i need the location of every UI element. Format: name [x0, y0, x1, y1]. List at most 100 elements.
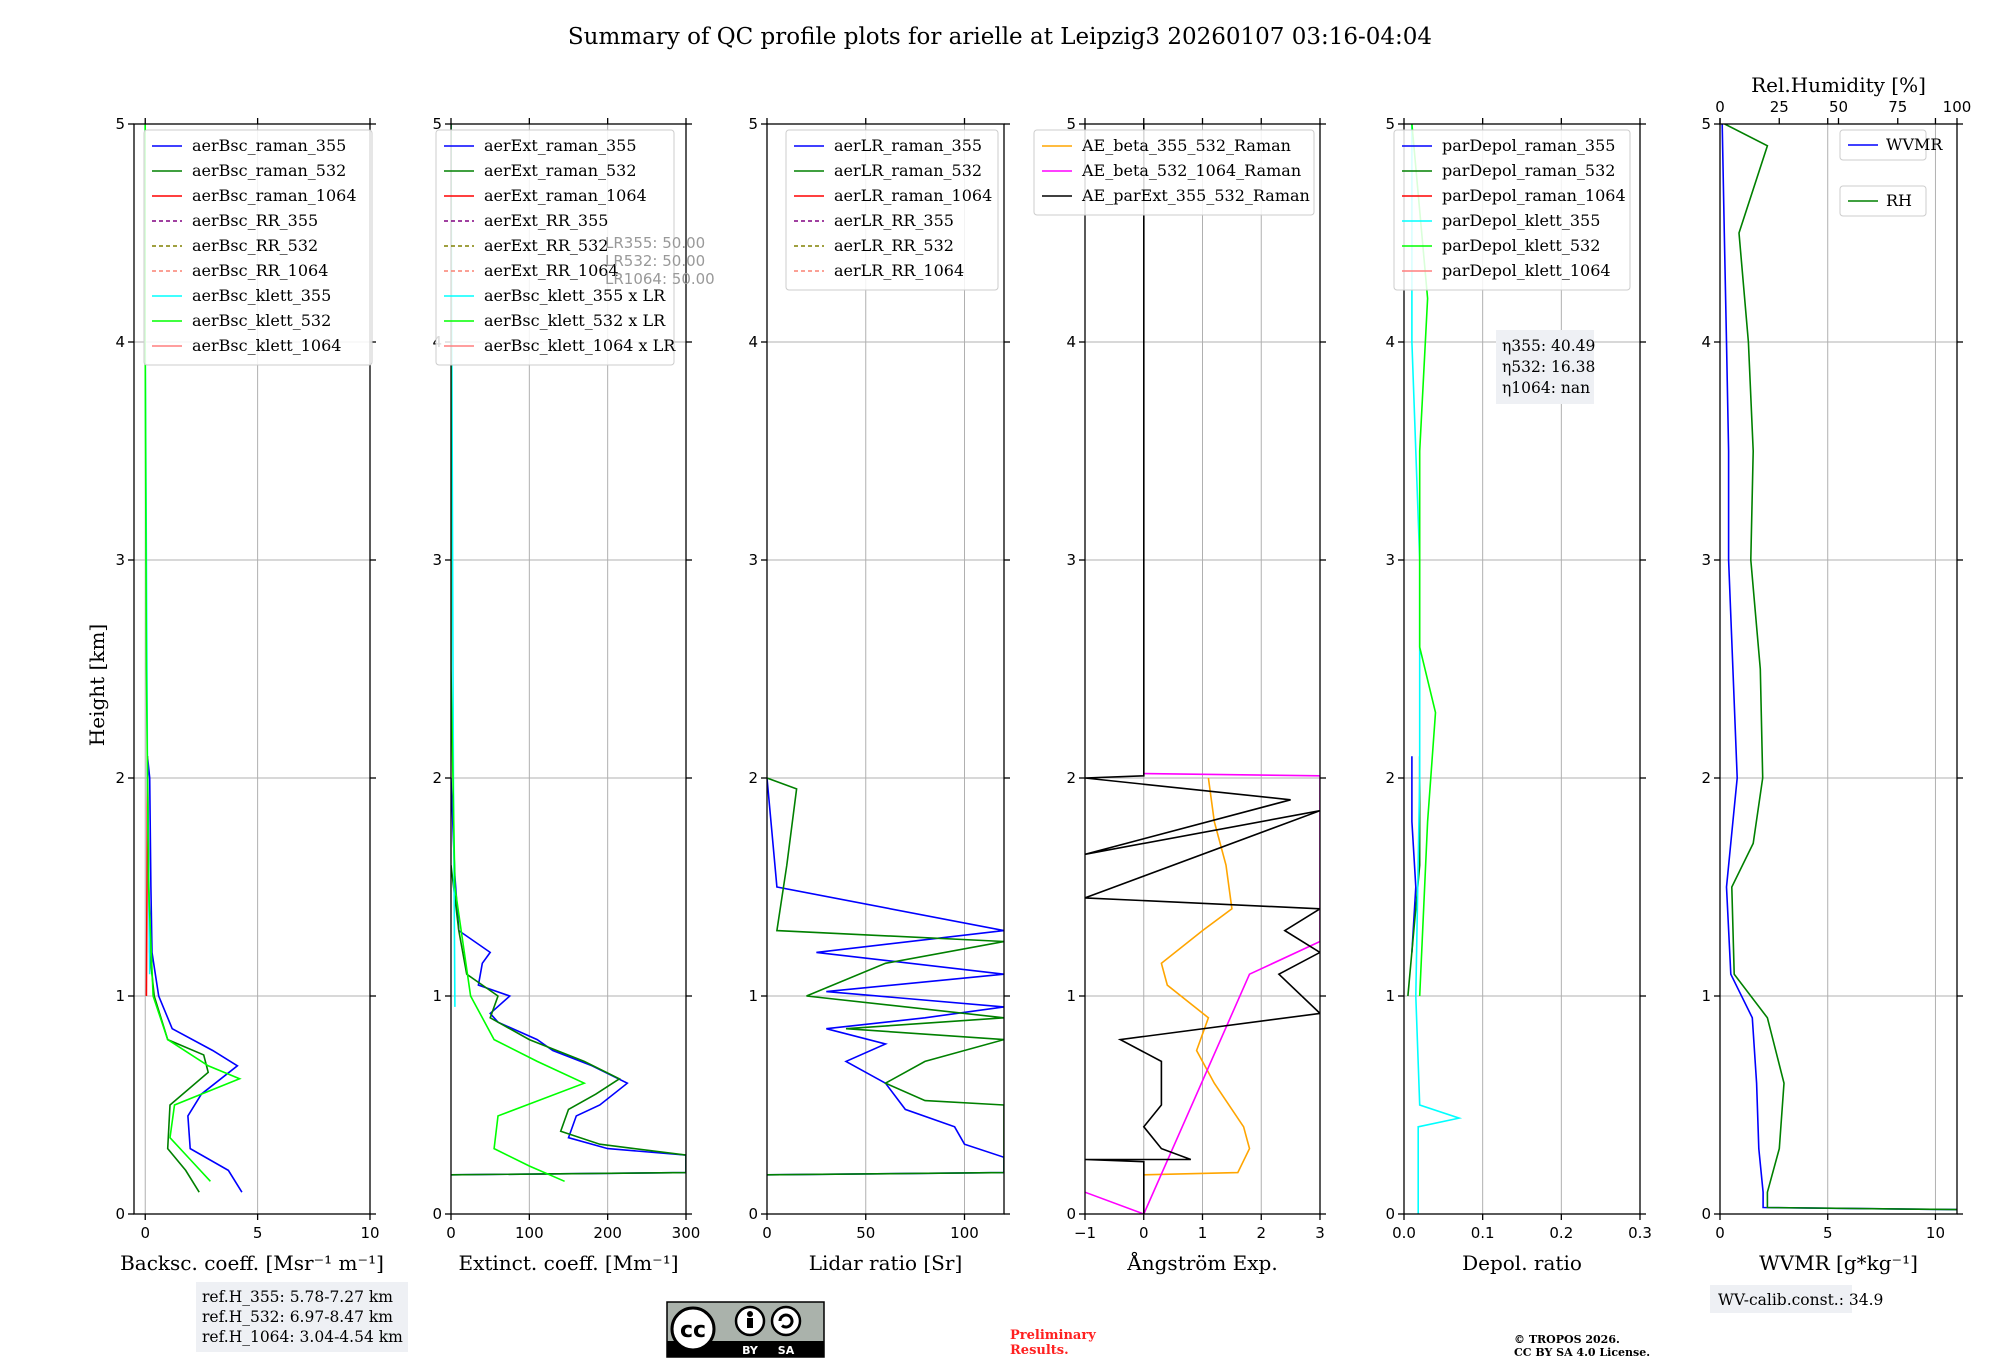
top-x-tick-label: 75 — [1888, 98, 1907, 116]
y-tick-label: 0 — [432, 1205, 442, 1223]
legend-entry: AE_parExt_355_532_Raman — [1081, 186, 1310, 205]
series-line-aerBsc_raman_355 — [146, 756, 243, 1193]
legend: aerBsc_raman_355 aerBsc_raman_532 aerBsc_r… — [143, 129, 373, 366]
legend-entry: parDepol_raman_355 — [1442, 136, 1615, 155]
legend-entry: aerExt_raman_1064 — [484, 186, 647, 205]
legend: aerExt_raman_355 aerExt_raman_532 aerExt_r… — [435, 129, 676, 366]
x-axis-label: Backsc. coeff. [Msr⁻¹ m⁻¹] — [120, 1251, 384, 1275]
y-tick-label: 2 — [1701, 769, 1711, 787]
y-tick-label: 4 — [748, 333, 758, 351]
x-tick-label: 10 — [1926, 1224, 1945, 1242]
legend-entry: aerLR_raman_532 — [834, 161, 982, 180]
cc-mark-text: cc — [680, 1318, 706, 1343]
series-line-parDepol_raman_355 — [1411, 756, 1417, 953]
series-group — [1407, 124, 1463, 1214]
y-tick-label: 3 — [1701, 551, 1711, 569]
series-group — [1721, 124, 1957, 1211]
axes-frame — [133, 123, 371, 1215]
series-line-RH — [1724, 124, 1957, 1211]
legend-entry: aerBsc_klett_355 x LR — [484, 286, 666, 305]
legend-entry: aerBsc_klett_1064 x LR — [484, 336, 676, 355]
legend-entry: WVMR — [1886, 135, 1943, 154]
wv-calib-text: WV-calib.const.: 34.9 — [1718, 1291, 1883, 1309]
wv-calib-box: WV-calib.const.: 34.9 — [1710, 1285, 1883, 1313]
series-group — [767, 777, 1004, 1176]
x-axis-label: Depol. ratio — [1462, 1251, 1582, 1275]
y-tick-label: 4 — [1066, 333, 1076, 351]
lr-note: LR1064: 50.00 — [605, 270, 715, 288]
sa-arrow-icon — [778, 1313, 794, 1329]
series-line-AE_parExt_355_532_Raman — [1085, 124, 1320, 1214]
legend-entry: aerExt_raman_532 — [484, 161, 637, 180]
x-tick-label: 2 — [1256, 1224, 1266, 1242]
legend-entry: aerLR_raman_355 — [834, 136, 982, 155]
y-tick-label: 3 — [748, 551, 758, 569]
y-tick-label: 1 — [432, 987, 442, 1005]
top-x-tick-label: 50 — [1829, 98, 1848, 116]
x-tick-label: 5 — [1823, 1224, 1833, 1242]
y-tick-label: 5 — [115, 115, 125, 133]
series-line-parDepol_klett_355 — [1411, 124, 1463, 1214]
x-tick-label: 0 — [762, 1224, 772, 1242]
y-tick-label: 5 — [1701, 115, 1711, 133]
preliminary-line-2: Results. — [1010, 1343, 1069, 1358]
x-tick-label: 0.1 — [1471, 1224, 1495, 1242]
by-label: BY — [742, 1344, 759, 1357]
series-line-aerBsc_klett_532 x LR — [451, 124, 587, 1183]
y-tick-label: 2 — [432, 769, 442, 787]
y-axis-label: Height [km] — [85, 624, 109, 746]
by-person-icon — [747, 1311, 753, 1317]
y-tick-label: 1 — [1701, 987, 1711, 1005]
legend-entry: aerBsc_klett_1064 — [192, 336, 341, 355]
x-tick-label: 50 — [856, 1224, 875, 1242]
legend-box — [143, 129, 373, 366]
axes-frame — [766, 123, 1005, 1215]
legend-entry: aerBsc_klett_532 x LR — [484, 311, 666, 330]
axes-frame — [450, 123, 687, 1215]
legend-entry: aerLR_RR_532 — [834, 236, 954, 255]
legend-entry: AE_beta_355_532_Raman — [1081, 136, 1291, 155]
legend-entry: aerExt_raman_355 — [484, 136, 637, 155]
legend-box — [785, 129, 999, 291]
series-line-WVMR — [1721, 124, 1957, 1211]
y-tick-label: 1 — [115, 987, 125, 1005]
legend-box — [1393, 129, 1631, 291]
x-tick-label: 1 — [1198, 1224, 1208, 1242]
sa-label: SA — [778, 1344, 795, 1357]
series-line-aerExt_raman_532 — [451, 865, 686, 1176]
series-line-parDepol_klett_532 — [1411, 124, 1437, 997]
panel-5: 0.0 0.1 0.2 0.3 0 1 2 3 4 5 Depol. ratio parDepol_r… — [1385, 115, 1651, 1275]
y-tick-label: 3 — [115, 551, 125, 569]
legend: WVMR RH — [1839, 129, 1943, 217]
x-axis-label: Lidar ratio [Sr] — [809, 1251, 963, 1275]
legend-entry: aerBsc_raman_1064 — [192, 186, 357, 205]
x-tick-label: 0 — [1139, 1224, 1149, 1242]
lr-note: LR532: 50.00 — [605, 252, 705, 270]
panel-3: 0 50 100 0 1 2 3 4 5 Lidar ratio [Sr] aerLR_raman_… — [748, 115, 1010, 1275]
x-tick-label: 100 — [950, 1224, 979, 1242]
series-group — [1085, 124, 1320, 1214]
y-tick-label: 2 — [748, 769, 758, 787]
legend-entry: aerBsc_klett_532 — [192, 311, 331, 330]
eta-value: η355: 40.49 — [1502, 337, 1595, 355]
panel-2: 0100200300012345Extinct. coeff. [Mm⁻¹]ae… — [432, 115, 714, 1275]
legend-entry: aerBsc_RR_532 — [192, 236, 318, 255]
x-axis-label: Ångström Exp. — [1126, 1250, 1277, 1275]
lr-note: LR355: 50.00 — [605, 234, 705, 252]
x-tick-label: 0 — [1715, 1224, 1725, 1242]
legend-entry: aerLR_raman_1064 — [834, 186, 992, 205]
legend-entry: aerExt_RR_1064 — [484, 261, 619, 280]
legend-entry: aerExt_RR_532 — [484, 236, 608, 255]
top-x-axis-label: Rel.Humidity [%] — [1751, 73, 1926, 97]
y-tick-label: 0 — [1385, 1205, 1395, 1223]
y-tick-label: 4 — [1385, 333, 1395, 351]
legend-box — [1033, 129, 1315, 216]
x-tick-label: 100 — [515, 1224, 544, 1242]
y-tick-label: 0 — [1701, 1205, 1711, 1223]
y-tick-label: 1 — [1066, 987, 1076, 1005]
cc-license-badge: cc BY SA — [666, 1301, 825, 1358]
legend: parDepol_raman_355 parDepol_raman_532 parD… — [1393, 129, 1631, 291]
